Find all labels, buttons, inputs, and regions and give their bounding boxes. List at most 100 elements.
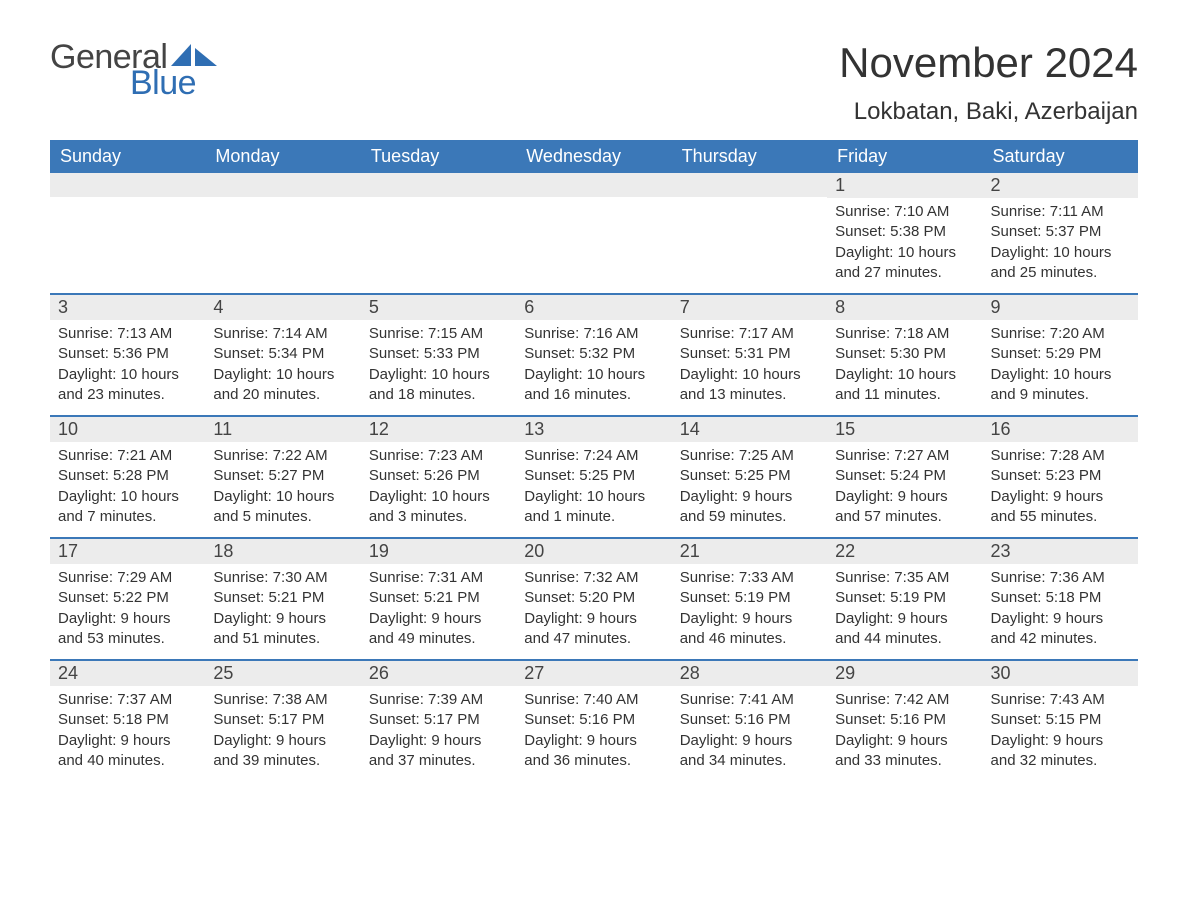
location-label: Lokbatan, Baki, Azerbaijan	[839, 98, 1138, 126]
detail-sunset: Sunset: 5:15 PM	[991, 710, 1130, 730]
detail-daylight1: Daylight: 10 hours	[835, 243, 974, 263]
detail-sunrise: Sunrise: 7:41 AM	[680, 690, 819, 710]
detail-daylight2: and 51 minutes.	[213, 629, 352, 649]
day-number: 26	[361, 661, 516, 686]
day-number: 4	[205, 295, 360, 320]
calendar-cell: 3Sunrise: 7:13 AMSunset: 5:36 PMDaylight…	[50, 295, 205, 415]
logo: General Blue	[50, 40, 217, 100]
detail-daylight1: Daylight: 9 hours	[835, 487, 974, 507]
detail-daylight2: and 7 minutes.	[58, 507, 197, 527]
detail-daylight1: Daylight: 9 hours	[369, 731, 508, 751]
week-row: 3Sunrise: 7:13 AMSunset: 5:36 PMDaylight…	[50, 293, 1138, 415]
day-details: Sunrise: 7:18 AMSunset: 5:30 PMDaylight:…	[835, 324, 974, 405]
detail-daylight1: Daylight: 9 hours	[835, 731, 974, 751]
detail-sunrise: Sunrise: 7:42 AM	[835, 690, 974, 710]
calendar-cell: 13Sunrise: 7:24 AMSunset: 5:25 PMDayligh…	[516, 417, 671, 537]
detail-daylight1: Daylight: 9 hours	[524, 731, 663, 751]
detail-daylight1: Daylight: 10 hours	[369, 365, 508, 385]
calendar-cell: 18Sunrise: 7:30 AMSunset: 5:21 PMDayligh…	[205, 539, 360, 659]
detail-sunset: Sunset: 5:27 PM	[213, 466, 352, 486]
calendar-cell-empty	[361, 173, 516, 293]
detail-sunrise: Sunrise: 7:29 AM	[58, 568, 197, 588]
detail-sunset: Sunset: 5:30 PM	[835, 344, 974, 364]
detail-daylight2: and 3 minutes.	[369, 507, 508, 527]
week-row: 10Sunrise: 7:21 AMSunset: 5:28 PMDayligh…	[50, 415, 1138, 537]
day-header-mon: Monday	[205, 140, 360, 173]
detail-sunset: Sunset: 5:33 PM	[369, 344, 508, 364]
detail-daylight2: and 32 minutes.	[991, 751, 1130, 771]
detail-sunrise: Sunrise: 7:20 AM	[991, 324, 1130, 344]
calendar-cell: 28Sunrise: 7:41 AMSunset: 5:16 PMDayligh…	[672, 661, 827, 781]
detail-sunset: Sunset: 5:18 PM	[58, 710, 197, 730]
day-number: 14	[672, 417, 827, 442]
detail-sunrise: Sunrise: 7:33 AM	[680, 568, 819, 588]
detail-sunrise: Sunrise: 7:36 AM	[991, 568, 1130, 588]
day-number: 28	[672, 661, 827, 686]
day-number: 25	[205, 661, 360, 686]
day-details: Sunrise: 7:24 AMSunset: 5:25 PMDaylight:…	[524, 446, 663, 527]
day-number: 29	[827, 661, 982, 686]
calendar-cell: 10Sunrise: 7:21 AMSunset: 5:28 PMDayligh…	[50, 417, 205, 537]
detail-daylight1: Daylight: 9 hours	[835, 609, 974, 629]
detail-sunset: Sunset: 5:16 PM	[835, 710, 974, 730]
day-details: Sunrise: 7:17 AMSunset: 5:31 PMDaylight:…	[680, 324, 819, 405]
day-number: 18	[205, 539, 360, 564]
day-number: 3	[50, 295, 205, 320]
detail-daylight2: and 53 minutes.	[58, 629, 197, 649]
detail-daylight1: Daylight: 9 hours	[58, 731, 197, 751]
detail-daylight2: and 18 minutes.	[369, 385, 508, 405]
calendar-cell-empty	[516, 173, 671, 293]
detail-sunset: Sunset: 5:16 PM	[680, 710, 819, 730]
day-details: Sunrise: 7:33 AMSunset: 5:19 PMDaylight:…	[680, 568, 819, 649]
calendar: Sunday Monday Tuesday Wednesday Thursday…	[50, 140, 1138, 781]
detail-sunrise: Sunrise: 7:37 AM	[58, 690, 197, 710]
calendar-cell: 19Sunrise: 7:31 AMSunset: 5:21 PMDayligh…	[361, 539, 516, 659]
detail-sunset: Sunset: 5:24 PM	[835, 466, 974, 486]
detail-sunrise: Sunrise: 7:27 AM	[835, 446, 974, 466]
detail-sunrise: Sunrise: 7:15 AM	[369, 324, 508, 344]
day-number	[361, 173, 516, 197]
day-details: Sunrise: 7:38 AMSunset: 5:17 PMDaylight:…	[213, 690, 352, 771]
day-details: Sunrise: 7:21 AMSunset: 5:28 PMDaylight:…	[58, 446, 197, 527]
day-header-sun: Sunday	[50, 140, 205, 173]
day-details: Sunrise: 7:27 AMSunset: 5:24 PMDaylight:…	[835, 446, 974, 527]
detail-sunrise: Sunrise: 7:10 AM	[835, 202, 974, 222]
detail-sunset: Sunset: 5:16 PM	[524, 710, 663, 730]
detail-daylight2: and 46 minutes.	[680, 629, 819, 649]
day-header-thu: Thursday	[672, 140, 827, 173]
day-number: 1	[827, 173, 982, 198]
calendar-cell: 23Sunrise: 7:36 AMSunset: 5:18 PMDayligh…	[983, 539, 1138, 659]
day-details: Sunrise: 7:29 AMSunset: 5:22 PMDaylight:…	[58, 568, 197, 649]
header-row: General Blue November 2024 Lokbatan, Bak…	[50, 40, 1138, 126]
detail-sunrise: Sunrise: 7:22 AM	[213, 446, 352, 466]
detail-sunrise: Sunrise: 7:32 AM	[524, 568, 663, 588]
day-header-sat: Saturday	[983, 140, 1138, 173]
day-number: 22	[827, 539, 982, 564]
detail-sunrise: Sunrise: 7:17 AM	[680, 324, 819, 344]
calendar-cell: 7Sunrise: 7:17 AMSunset: 5:31 PMDaylight…	[672, 295, 827, 415]
day-number: 12	[361, 417, 516, 442]
detail-daylight2: and 33 minutes.	[835, 751, 974, 771]
detail-daylight2: and 39 minutes.	[213, 751, 352, 771]
day-details: Sunrise: 7:25 AMSunset: 5:25 PMDaylight:…	[680, 446, 819, 527]
detail-sunrise: Sunrise: 7:38 AM	[213, 690, 352, 710]
detail-sunset: Sunset: 5:37 PM	[991, 222, 1130, 242]
day-number	[205, 173, 360, 197]
detail-daylight2: and 23 minutes.	[58, 385, 197, 405]
detail-daylight2: and 1 minute.	[524, 507, 663, 527]
detail-daylight1: Daylight: 10 hours	[58, 365, 197, 385]
detail-daylight2: and 55 minutes.	[991, 507, 1130, 527]
calendar-cell: 1 Sunrise: 7:10 AMSunset: 5:38 PMDaylight…	[827, 173, 982, 293]
calendar-cell: 6Sunrise: 7:16 AMSunset: 5:32 PMDaylight…	[516, 295, 671, 415]
day-number: 9	[983, 295, 1138, 320]
day-details: Sunrise: 7:20 AMSunset: 5:29 PMDaylight:…	[991, 324, 1130, 405]
day-details: Sunrise: 7:10 AMSunset: 5:38 PMDaylight:…	[835, 202, 974, 283]
detail-sunrise: Sunrise: 7:28 AM	[991, 446, 1130, 466]
calendar-cell: 14 Sunrise: 7:25 AMSunset: 5:25 PMDayligh…	[672, 417, 827, 537]
detail-sunset: Sunset: 5:17 PM	[369, 710, 508, 730]
day-number	[672, 173, 827, 197]
detail-daylight1: Daylight: 9 hours	[524, 609, 663, 629]
detail-sunset: Sunset: 5:17 PM	[213, 710, 352, 730]
detail-sunset: Sunset: 5:25 PM	[524, 466, 663, 486]
calendar-cell-empty	[672, 173, 827, 293]
